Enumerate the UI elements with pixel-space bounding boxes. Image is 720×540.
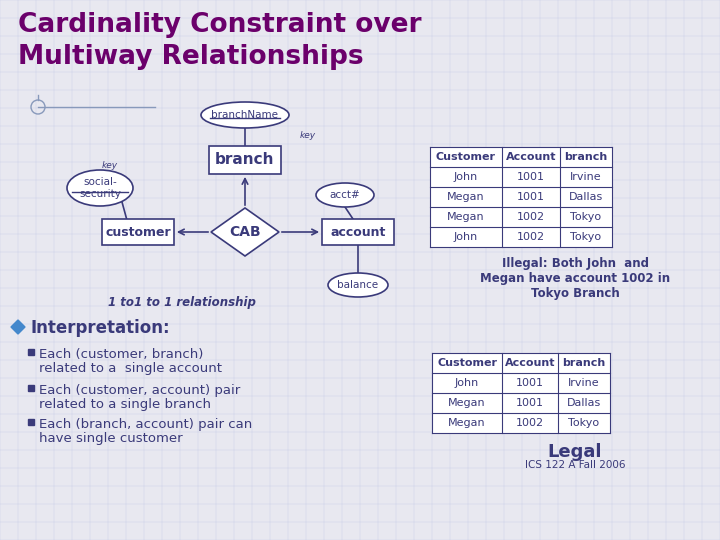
Text: balance: balance [338, 280, 379, 290]
Text: have single customer: have single customer [39, 432, 183, 445]
Text: 1002: 1002 [516, 418, 544, 428]
Bar [430, 147, 612, 247]
Text: Tokyo: Tokyo [570, 232, 602, 242]
Text: key: key [102, 161, 118, 170]
Text: John: John [454, 232, 478, 242]
Text: branch: branch [215, 152, 275, 167]
Bar [322, 219, 394, 245]
Text: acct#: acct# [330, 190, 361, 200]
Ellipse shape [328, 273, 388, 297]
Ellipse shape [316, 183, 374, 207]
Text: John: John [454, 172, 478, 182]
Polygon shape [11, 320, 25, 334]
Text: Interpretation:: Interpretation: [30, 319, 170, 337]
Text: CAB: CAB [229, 225, 261, 239]
Ellipse shape [201, 102, 289, 128]
Text: account: account [330, 226, 386, 239]
Text: Irvine: Irvine [568, 378, 600, 388]
Text: key: key [300, 131, 316, 140]
Text: 1002: 1002 [517, 212, 545, 222]
Text: 1001: 1001 [516, 378, 544, 388]
Bar [28, 349, 34, 355]
Text: ICS 122 A Fall 2006: ICS 122 A Fall 2006 [525, 460, 625, 470]
Text: Megan: Megan [448, 418, 486, 428]
Text: Cardinality Constraint over: Cardinality Constraint over [18, 12, 421, 38]
Text: related to a single branch: related to a single branch [39, 398, 211, 411]
Text: 1001: 1001 [517, 172, 545, 182]
Text: Megan: Megan [448, 398, 486, 408]
Text: Customer: Customer [437, 358, 497, 368]
Text: Account: Account [505, 152, 557, 162]
Text: John: John [455, 378, 479, 388]
Text: customer: customer [105, 226, 171, 239]
Bar [209, 146, 281, 174]
Text: Account: Account [505, 358, 555, 368]
Text: Multiway Relationships: Multiway Relationships [18, 44, 364, 70]
Text: 1 to1 to 1 relationship: 1 to1 to 1 relationship [108, 296, 256, 309]
Text: Megan: Megan [447, 192, 485, 202]
Text: Each (customer, account) pair: Each (customer, account) pair [39, 384, 240, 397]
Text: Illegal: Both John  and
Megan have account 1002 in
Tokyo Branch: Illegal: Both John and Megan have accoun… [480, 257, 670, 300]
Bar [28, 419, 34, 425]
Bar [432, 353, 610, 433]
Bar [28, 385, 34, 391]
Polygon shape [211, 208, 279, 256]
Text: branch: branch [562, 358, 606, 368]
Text: Each (customer, branch): Each (customer, branch) [39, 348, 203, 361]
Text: 1001: 1001 [516, 398, 544, 408]
Text: Dallas: Dallas [567, 398, 601, 408]
Text: Tokyo: Tokyo [570, 212, 602, 222]
Text: branchName: branchName [212, 110, 279, 120]
Bar [102, 219, 174, 245]
Text: related to a  single account: related to a single account [39, 362, 222, 375]
Text: Each (branch, account) pair can: Each (branch, account) pair can [39, 418, 252, 431]
Text: branch: branch [564, 152, 608, 162]
Text: Irvine: Irvine [570, 172, 602, 182]
Text: Megan: Megan [447, 212, 485, 222]
Text: 1002: 1002 [517, 232, 545, 242]
Text: social-
security: social- security [79, 177, 121, 199]
Text: 1001: 1001 [517, 192, 545, 202]
Ellipse shape [67, 170, 133, 206]
Text: Dallas: Dallas [569, 192, 603, 202]
Text: Legal: Legal [548, 443, 602, 461]
Text: Customer: Customer [436, 152, 496, 162]
Text: Tokyo: Tokyo [568, 418, 600, 428]
